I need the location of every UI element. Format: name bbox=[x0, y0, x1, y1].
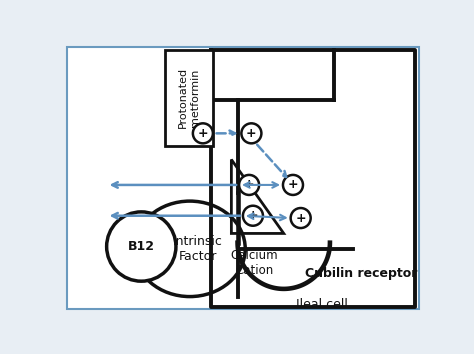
Text: +: + bbox=[295, 212, 306, 224]
Text: +: + bbox=[288, 178, 298, 192]
Text: Calcium
Cation: Calcium Cation bbox=[231, 249, 278, 277]
Circle shape bbox=[283, 175, 303, 195]
Text: Ileal cell: Ileal cell bbox=[296, 298, 348, 311]
FancyBboxPatch shape bbox=[66, 47, 419, 309]
Circle shape bbox=[193, 123, 213, 143]
Circle shape bbox=[241, 123, 261, 143]
Text: Intrinsic
Factor: Intrinsic Factor bbox=[173, 235, 222, 263]
Text: +: + bbox=[244, 178, 255, 192]
Text: +: + bbox=[198, 127, 208, 140]
Text: Cubilin receptor: Cubilin receptor bbox=[305, 267, 417, 280]
Text: +: + bbox=[247, 209, 258, 222]
Circle shape bbox=[291, 208, 310, 228]
Circle shape bbox=[239, 175, 259, 195]
Circle shape bbox=[107, 212, 176, 281]
FancyBboxPatch shape bbox=[165, 50, 213, 145]
Text: B12: B12 bbox=[128, 240, 155, 253]
Text: +: + bbox=[246, 127, 257, 140]
Text: Protonated
metformin: Protonated metformin bbox=[178, 67, 200, 129]
Circle shape bbox=[243, 206, 263, 226]
